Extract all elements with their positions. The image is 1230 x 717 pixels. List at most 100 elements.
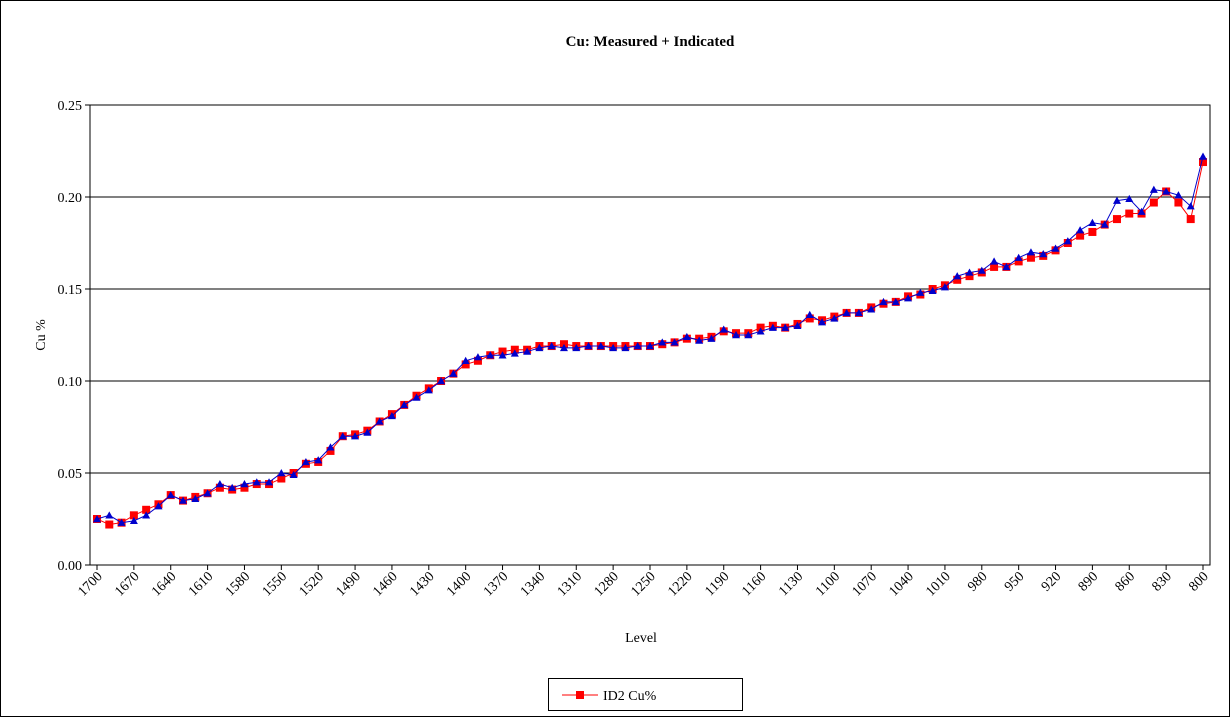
point	[1088, 218, 1097, 226]
point	[240, 483, 249, 492]
point	[277, 469, 286, 477]
point	[1039, 250, 1048, 258]
point	[1149, 198, 1158, 207]
point	[252, 478, 261, 486]
point	[166, 491, 175, 499]
point	[547, 342, 556, 350]
point	[682, 332, 691, 341]
point	[953, 272, 962, 280]
point	[387, 411, 396, 420]
point	[904, 294, 913, 302]
point	[1112, 196, 1121, 204]
point	[1174, 191, 1183, 199]
point	[461, 360, 470, 369]
point	[940, 283, 949, 291]
point	[1076, 231, 1085, 240]
point	[756, 327, 765, 335]
point	[658, 338, 667, 346]
point	[240, 480, 249, 488]
y-tick-label: 0.00	[58, 559, 83, 574]
point	[695, 336, 704, 344]
point	[916, 288, 925, 296]
y-tick-label: 0.05	[58, 467, 83, 482]
point	[498, 351, 507, 359]
point	[412, 393, 421, 401]
point	[1076, 226, 1085, 234]
point	[990, 257, 999, 265]
point	[1149, 185, 1158, 193]
point	[1014, 257, 1023, 266]
point	[461, 356, 470, 364]
point	[1125, 194, 1134, 203]
point	[805, 310, 814, 318]
point	[1014, 253, 1023, 261]
point	[646, 342, 654, 350]
point	[1199, 152, 1207, 160]
point	[572, 343, 581, 352]
point	[1186, 202, 1195, 210]
point	[1125, 209, 1134, 218]
point	[400, 400, 409, 409]
point	[879, 297, 888, 306]
point	[977, 266, 986, 274]
y-tick-label: 0.20	[58, 191, 83, 206]
point	[768, 323, 777, 331]
point	[523, 347, 532, 355]
point	[191, 494, 200, 502]
point	[129, 511, 138, 520]
point	[965, 268, 974, 276]
y-axis-label: Cu %	[34, 319, 49, 351]
point	[535, 343, 544, 352]
point	[867, 305, 876, 313]
point	[1186, 215, 1195, 224]
point	[437, 377, 446, 385]
point	[953, 275, 962, 284]
point	[351, 432, 360, 440]
point	[424, 386, 433, 394]
point	[1088, 227, 1097, 236]
point	[105, 520, 114, 529]
point	[117, 518, 126, 526]
point	[129, 516, 138, 525]
point	[707, 334, 716, 342]
point	[793, 321, 802, 329]
point	[228, 483, 237, 491]
point	[830, 314, 839, 322]
point	[891, 297, 900, 306]
point	[326, 446, 335, 455]
point	[277, 474, 286, 483]
point	[1137, 207, 1146, 215]
point	[732, 331, 741, 339]
point	[596, 342, 605, 350]
point	[1002, 262, 1011, 271]
point	[326, 443, 335, 451]
point	[510, 349, 519, 357]
point	[142, 505, 151, 514]
y-tick-label: 0.10	[58, 375, 83, 390]
point	[1112, 215, 1121, 224]
point	[301, 457, 310, 466]
chart-title: Cu: Measured + Indicated	[566, 34, 735, 50]
point	[1199, 158, 1207, 167]
point	[363, 428, 372, 436]
point	[338, 432, 347, 440]
legend-label: ID2 Cu%	[603, 689, 657, 704]
point	[1026, 248, 1035, 256]
point	[154, 502, 163, 510]
y-tick-label: 0.25	[58, 99, 83, 114]
x-axis-label: Level	[625, 631, 657, 646]
point	[854, 308, 863, 317]
y-tick-label: 0.15	[58, 283, 83, 298]
point	[314, 456, 323, 464]
point	[1162, 187, 1171, 195]
point	[559, 343, 568, 352]
point	[142, 511, 151, 519]
point	[633, 342, 642, 350]
point	[179, 496, 188, 504]
point	[1063, 237, 1072, 245]
point	[473, 353, 482, 361]
point	[609, 343, 618, 352]
point	[449, 369, 458, 377]
